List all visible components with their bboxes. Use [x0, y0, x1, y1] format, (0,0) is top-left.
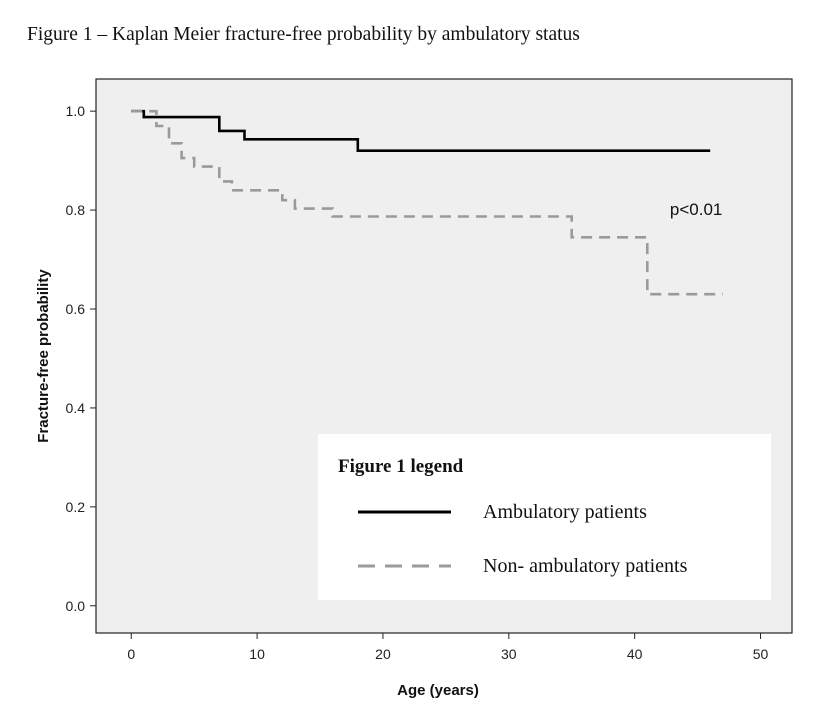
y-tick-label: 0.4	[66, 400, 86, 416]
y-tick-label: 1.0	[66, 103, 86, 119]
x-tick-label: 10	[249, 646, 265, 662]
x-tick-label: 30	[501, 646, 517, 662]
legend-label-ambulatory: Ambulatory patients	[483, 501, 647, 523]
y-tick-label: 0.6	[66, 301, 86, 317]
x-tick-label: 0	[127, 646, 135, 662]
legend-label-non-ambulatory: Non- ambulatory patients	[483, 555, 688, 577]
x-tick-label: 50	[753, 646, 769, 662]
series-line-non-ambulatory	[131, 109, 723, 296]
legend-box	[318, 434, 771, 600]
p-value-annotation: p<0.01	[670, 200, 722, 219]
legend-title: Figure 1 legend	[338, 456, 464, 477]
legend: Figure 1 legend Ambulatory patients Non-…	[318, 434, 771, 600]
y-tick-label: 0.2	[66, 499, 86, 515]
y-axis-title: Fracture-free probability	[35, 269, 52, 443]
axis-ticks: 0 10 20 30 40 50 0.0 0.2 0.4 0.6 0.8 1.0	[66, 103, 769, 662]
x-tick-label: 40	[627, 646, 643, 662]
x-axis-title: Age (years)	[397, 682, 479, 699]
series-lines	[131, 109, 723, 296]
y-tick-label: 0.8	[66, 202, 86, 218]
x-tick-label: 20	[375, 646, 391, 662]
series-line-ambulatory	[131, 109, 711, 152]
figure-title: Figure 1 – Kaplan Meier fracture-free pr…	[27, 24, 580, 45]
y-tick-label: 0.0	[66, 598, 86, 614]
